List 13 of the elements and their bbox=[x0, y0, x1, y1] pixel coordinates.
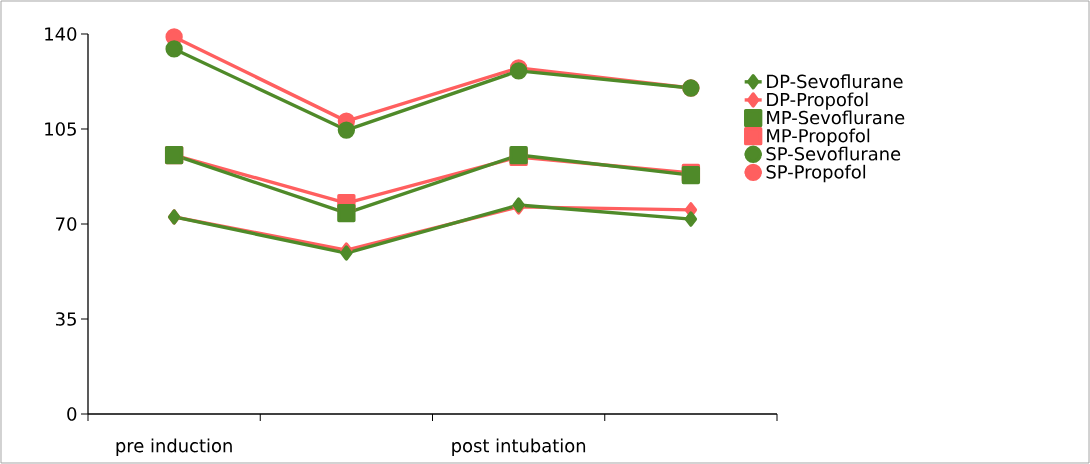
y-tick-label: 0 bbox=[67, 407, 77, 421]
y-tick-label: 105 bbox=[45, 122, 76, 136]
legend-label: SP-Propofol bbox=[766, 164, 866, 183]
legend-label: MP-Sevoflurane bbox=[767, 110, 905, 125]
x-tick-label: post intubation bbox=[452, 438, 586, 456]
legend-label: DP-Propofol bbox=[767, 92, 868, 110]
y-tick-label: 70 bbox=[56, 217, 77, 231]
y-tick-label: 140 bbox=[45, 27, 77, 41]
legend-label: MP-Propofol bbox=[767, 128, 870, 146]
y-tick-label: 35 bbox=[56, 312, 76, 326]
legend-label: DP-Sevoflurane bbox=[767, 74, 903, 89]
legend-label: SP-Sevoflurane bbox=[766, 146, 901, 161]
x-tick-label: pre induction bbox=[116, 438, 232, 456]
